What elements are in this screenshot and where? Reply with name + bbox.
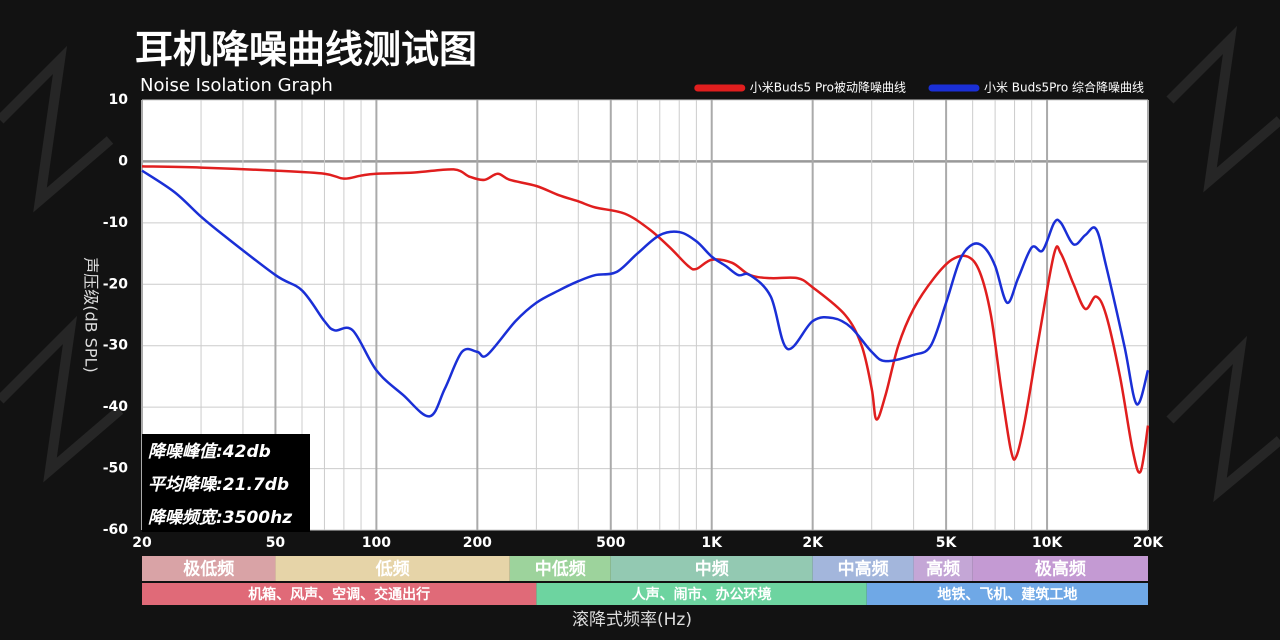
band xyxy=(610,556,813,581)
annotation: 降噪频宽:3500hz xyxy=(148,508,292,528)
band xyxy=(509,556,611,581)
x-tick-label: 2K xyxy=(802,535,824,551)
band-label: 中高频 xyxy=(838,559,889,580)
band xyxy=(812,556,914,581)
x-tick-label: 10K xyxy=(1032,535,1063,551)
band-label: 高频 xyxy=(926,559,960,580)
y-tick-label: -20 xyxy=(103,276,129,292)
annotation: 降噪峰值:42db xyxy=(148,442,271,462)
band-label: 机箱、风声、空调、交通出行 xyxy=(248,586,430,603)
series-line xyxy=(141,169,1150,418)
x-tick-label: 50 xyxy=(266,535,286,551)
x-tick-label: 100 xyxy=(362,535,391,551)
band xyxy=(142,556,276,581)
band-label: 中频 xyxy=(695,559,729,580)
x-tick-label: 5K xyxy=(936,535,958,551)
legend-label: 小米 Buds5Pro 综合降噪曲线 xyxy=(984,80,1144,95)
legend: 小米 Buds5Pro 综合降噪曲线 小米Buds5 Pro被动降噪曲线 xyxy=(694,80,1144,95)
legend-label: 小米Buds5 Pro被动降噪曲线 xyxy=(750,81,906,95)
y-tick-label: -30 xyxy=(103,338,129,354)
band xyxy=(972,556,1148,581)
series-line xyxy=(141,165,1150,474)
y-tick-label: 0 xyxy=(118,153,128,169)
band xyxy=(275,556,510,581)
band xyxy=(913,556,973,581)
band-label: 极低频 xyxy=(183,559,234,580)
y-tick-label: -40 xyxy=(103,399,129,415)
band xyxy=(142,583,537,605)
band xyxy=(536,583,867,605)
grid: -60 -50 -40 -30 -20 -10 0 10 20 50 100 200 500 1K 2K 5K… xyxy=(103,92,1165,551)
band-label: 人声、闹市、办公环境 xyxy=(632,586,772,603)
lines xyxy=(141,165,1150,474)
chart-title: 耳机降噪曲线测试图 xyxy=(135,28,477,72)
annotations: 降噪峰值:42db 平均降噪:21.7db 降噪频宽:3500hz xyxy=(148,442,292,528)
y-axis-label: 声压级(dB SPL) xyxy=(82,257,101,372)
y-tick-label: -60 xyxy=(103,522,129,538)
x-tick-label: 1K xyxy=(701,535,723,551)
x-tick-label: 20 xyxy=(132,535,152,551)
x-axis-label: 滚降式频率(Hz) xyxy=(572,610,692,630)
band-label: 极高频 xyxy=(1035,559,1086,580)
x-tick-label: 500 xyxy=(596,535,625,551)
x-tick-label: 20K xyxy=(1133,535,1164,551)
y-tick-label: -10 xyxy=(103,215,129,231)
y-tick-label: -50 xyxy=(103,461,129,477)
band xyxy=(866,583,1148,605)
band-label: 中低频 xyxy=(535,559,586,580)
annotation: 平均降噪:21.7db xyxy=(148,475,289,495)
chart-subtitle: Noise Isolation Graph xyxy=(140,75,333,96)
x-tick-label: 200 xyxy=(463,535,492,551)
background-pattern xyxy=(0,25,1280,503)
band-label: 低频 xyxy=(375,559,410,580)
y-tick-label: 10 xyxy=(109,92,129,108)
band-label: 地铁、飞机、建筑工地 xyxy=(937,586,1077,603)
annotation-box xyxy=(142,434,310,532)
